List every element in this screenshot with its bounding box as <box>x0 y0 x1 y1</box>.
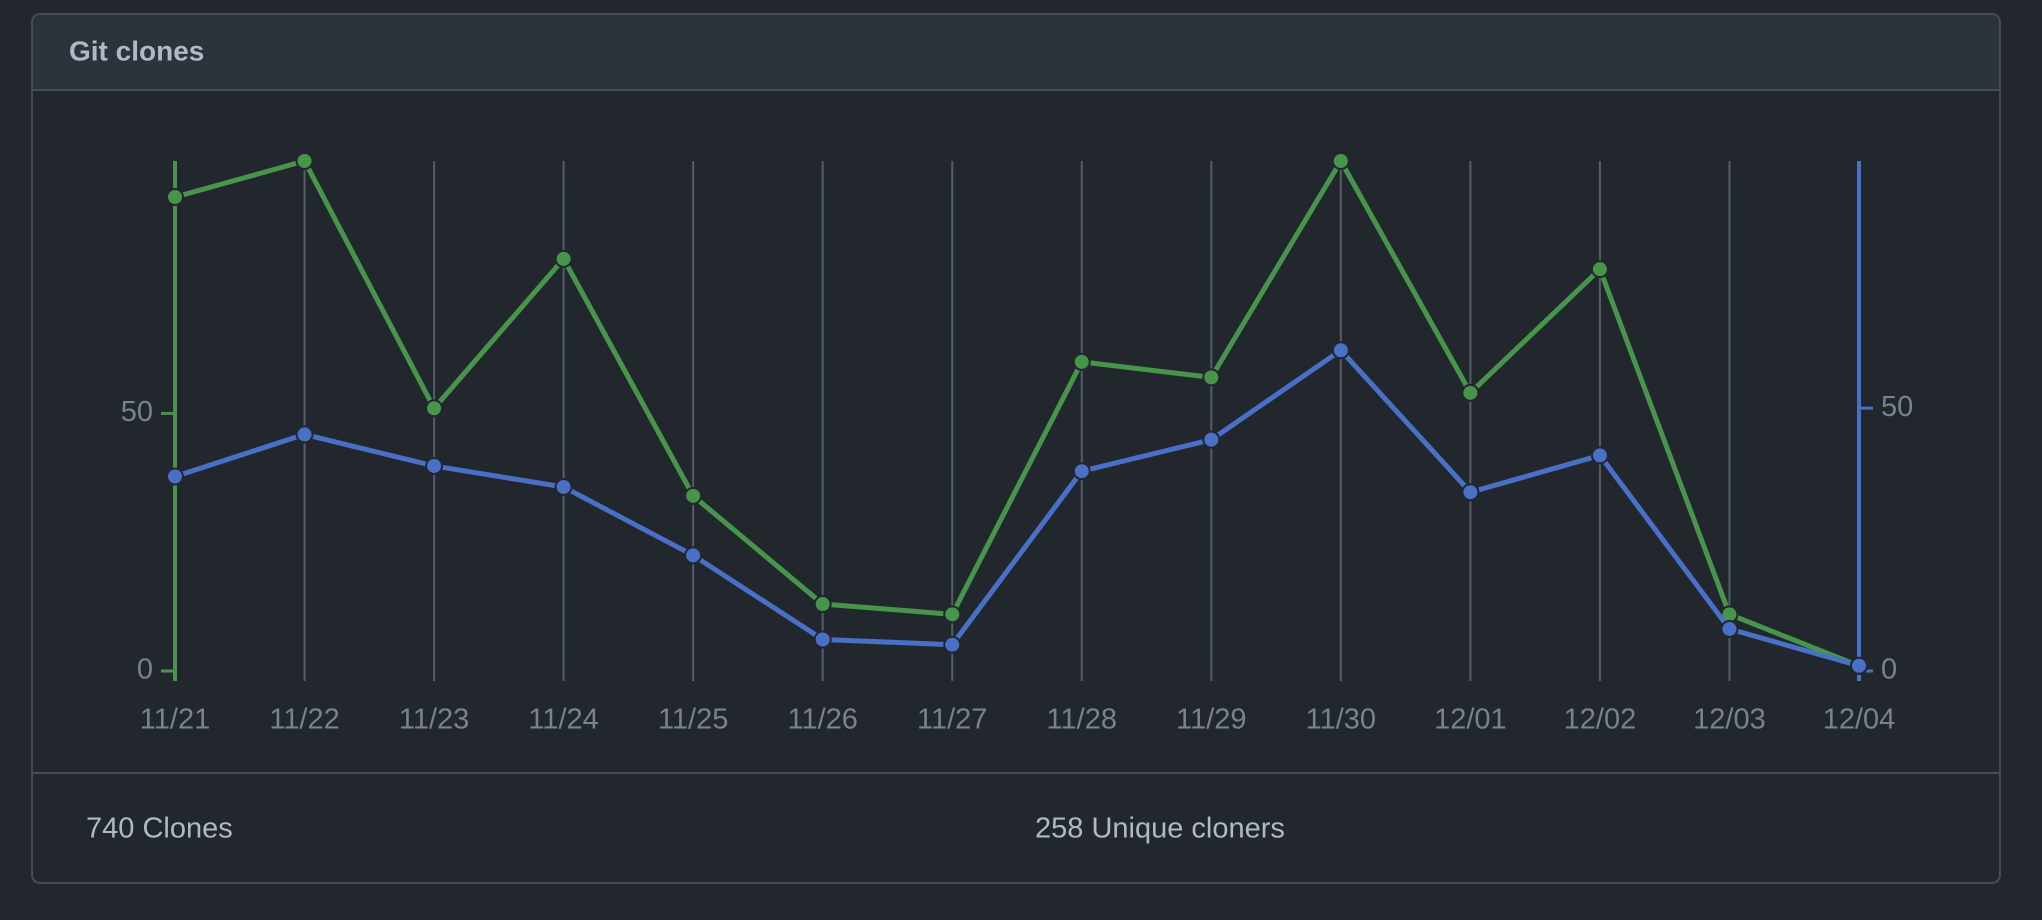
y-tick-label: 50 <box>121 396 153 428</box>
x-tick-label: 12/03 <box>1693 704 1766 736</box>
data-point <box>554 249 573 268</box>
unique-total: 258 Unique cloners <box>1035 813 1285 845</box>
data-point <box>1072 352 1091 371</box>
data-point <box>943 635 962 654</box>
data-point <box>1331 152 1350 170</box>
y2-tick-label: 0 <box>1881 654 1897 686</box>
data-point <box>1202 430 1221 449</box>
x-tick-label: 11/23 <box>399 704 469 736</box>
data-point <box>813 630 832 649</box>
data-point <box>1720 619 1739 638</box>
data-point <box>1590 260 1609 279</box>
chart-title: Git clones <box>69 35 204 66</box>
data-point <box>1461 483 1480 502</box>
data-point <box>684 546 703 565</box>
x-tick-label: 11/24 <box>528 704 598 736</box>
x-tick-label: 12/02 <box>1564 704 1637 736</box>
data-point <box>1202 368 1221 387</box>
x-tick-label: 12/01 <box>1434 704 1507 736</box>
x-tick-label: 11/30 <box>1306 704 1376 736</box>
panel-header <box>33 15 1999 90</box>
x-tick-label: 11/29 <box>1176 704 1246 736</box>
data-point <box>425 399 444 418</box>
x-tick-label: 11/22 <box>269 704 339 736</box>
y-tick-label: 0 <box>137 654 153 686</box>
data-point <box>425 456 444 475</box>
data-point <box>1461 383 1480 402</box>
data-point <box>554 477 573 496</box>
data-point <box>166 467 184 486</box>
data-point <box>684 486 703 505</box>
data-point <box>295 152 314 170</box>
data-point <box>1850 656 1868 675</box>
x-tick-label: 11/26 <box>787 704 857 736</box>
x-tick-label: 11/27 <box>917 704 987 736</box>
panel <box>31 13 2001 884</box>
y2-tick-label: 50 <box>1881 391 1913 423</box>
x-tick-label: 11/28 <box>1047 704 1117 736</box>
data-point <box>295 425 314 444</box>
data-point <box>813 595 832 614</box>
x-tick-label: 11/21 <box>140 704 210 736</box>
clones-total: 740 Clones <box>86 813 233 845</box>
data-point <box>1072 462 1091 481</box>
data-point <box>166 188 184 207</box>
data-point <box>943 605 962 624</box>
x-tick-label: 11/25 <box>658 704 728 736</box>
data-point <box>1590 446 1609 465</box>
x-tick-label: 12/04 <box>1823 704 1896 736</box>
data-point <box>1331 341 1350 360</box>
series-line <box>174 158 1860 669</box>
series-line <box>174 347 1860 669</box>
